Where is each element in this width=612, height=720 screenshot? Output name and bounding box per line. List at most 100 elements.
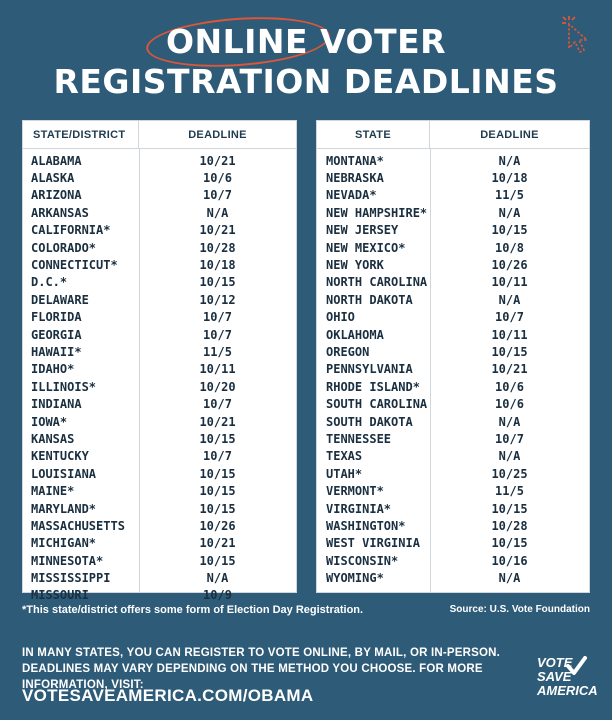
state-name: CALIFORNIA* — [31, 223, 111, 238]
page-title-line2: REGISTRATION DEADLINES — [53, 62, 559, 101]
state-name: NORTH CAROLINA — [326, 275, 428, 290]
state-name: MISSOURI — [31, 588, 89, 603]
info-text: IN MANY STATES, YOU CAN REGISTER TO VOTE… — [22, 647, 501, 691]
table-row: OREGON 10/15 — [317, 343, 589, 360]
state-name: UTAH* — [326, 466, 363, 481]
deadline-date: 10/16 — [491, 553, 528, 568]
state-name: LOUISIANA — [31, 466, 97, 481]
state-name: MAINE* — [31, 484, 75, 499]
deadline-date: 10/21 — [199, 223, 236, 238]
state-name: TENNESSEE — [326, 431, 392, 446]
table-row: ILLINOIS* 10/20 — [23, 378, 296, 395]
deadline-date: 10/15 — [199, 466, 236, 481]
cursor-click-icon — [562, 16, 590, 54]
table-row: IDAHO* 10/11 — [23, 361, 296, 378]
table-row: NEVADA* 11/5 — [317, 187, 589, 204]
state-name: WASHINGTON* — [326, 518, 406, 533]
table-row: KENTUCKY 10/7 — [23, 448, 296, 465]
deadline-date: 10/11 — [491, 275, 528, 290]
state-name: ARIZONA — [31, 188, 82, 203]
deadline-date: N/A — [498, 571, 521, 586]
state-name: IOWA* — [31, 414, 68, 429]
table-row: WYOMING* N/A — [317, 569, 589, 586]
state-name: MISSISSIPPI — [31, 571, 111, 586]
table-row: PENNSYLVANIA 10/21 — [317, 361, 589, 378]
deadline-date: 11/5 — [495, 484, 524, 499]
deadline-date: 10/6 — [495, 397, 524, 412]
deadline-date: 10/12 — [199, 292, 236, 307]
deadline-date: 10/15 — [199, 553, 236, 568]
page-title-line1: ONLINE VOTER — [165, 22, 447, 61]
state-name: OHIO — [326, 310, 355, 325]
deadline-date: 10/7 — [203, 188, 232, 203]
state-name: NEW YORK — [326, 258, 384, 273]
deadline-date: 10/7 — [203, 327, 232, 342]
state-name: MONTANA* — [326, 153, 384, 168]
deadline-date: 10/15 — [199, 431, 236, 446]
deadline-date: 10/8 — [495, 240, 524, 255]
state-name: MINNESOTA* — [31, 553, 104, 568]
table-header: STATE DEADLINE — [317, 121, 589, 149]
deadline-date: 10/7 — [203, 397, 232, 412]
right-deadline-table: STATE DEADLINE MONTANA* N/A NEBRASKA 10/18 N… — [316, 120, 590, 593]
state-name: WISCONSIN* — [326, 553, 399, 568]
table-row: NORTH DAKOTA N/A — [317, 291, 589, 308]
deadline-date: N/A — [206, 571, 229, 586]
deadline-date: 11/5 — [203, 344, 232, 359]
deadline-date: 10/7 — [495, 310, 524, 325]
table-row: MISSISSIPPI N/A — [23, 569, 296, 586]
table-body: ALABAMA 10/21 ALASKA 10/6 ARIZONA 10/7 ARKANSA… — [23, 149, 296, 604]
table-row: FLORIDA 10/7 — [23, 309, 296, 326]
state-name: NORTH DAKOTA — [326, 292, 413, 307]
deadline-date: 10/18 — [199, 258, 236, 273]
table-row: SOUTH CAROLINA 10/6 — [317, 395, 589, 412]
table-row: MICHIGAN* 10/21 — [23, 535, 296, 552]
state-name: VIRGINIA* — [326, 501, 392, 516]
table-row: ALASKA 10/6 — [23, 169, 296, 186]
table-body: MONTANA* N/A NEBRASKA 10/18 NEVADA* 11/5 NEW H… — [317, 149, 589, 587]
deadline-date: N/A — [498, 414, 521, 429]
table-row: TENNESSEE 10/7 — [317, 430, 589, 447]
checkmark-icon — [566, 656, 587, 675]
deadline-date: 10/26 — [491, 258, 528, 273]
deadline-date: N/A — [498, 292, 521, 307]
deadline-date: 10/21 — [199, 414, 236, 429]
table-row: ALABAMA 10/21 — [23, 152, 296, 169]
state-name: KENTUCKY — [31, 449, 89, 464]
table-row: NEW MEXICO* 10/8 — [317, 239, 589, 256]
state-name: CONNECTICUT* — [31, 258, 118, 273]
deadline-date: N/A — [498, 449, 521, 464]
deadline-date: 10/7 — [495, 431, 524, 446]
state-name: NEW HAMPSHIRE* — [326, 205, 428, 220]
state-name: KANSAS — [31, 431, 75, 446]
table-row: WISCONSIN* 10/16 — [317, 552, 589, 569]
table-row: MARYLAND* 10/15 — [23, 500, 296, 517]
table-row: D.C.* 10/15 — [23, 274, 296, 291]
table-row: MASSACHUSETTS 10/26 — [23, 517, 296, 534]
column-header-state: STATE — [317, 121, 430, 148]
table-row: CALIFORNIA* 10/21 — [23, 222, 296, 239]
column-header-state: STATE/DISTRICT — [23, 121, 139, 148]
table-row: OHIO 10/7 — [317, 309, 589, 326]
column-header-deadline: DEADLINE — [188, 128, 247, 141]
state-name: TEXAS — [326, 449, 363, 464]
state-name: ARKANSAS — [31, 205, 89, 220]
state-name: WYOMING* — [326, 571, 384, 586]
table-row: COLORADO* 10/28 — [23, 239, 296, 256]
state-name: SOUTH CAROLINA — [326, 397, 428, 412]
table-row: MAINE* 10/15 — [23, 482, 296, 499]
logo-line2: SAVE — [537, 669, 572, 684]
state-name: DELAWARE — [31, 292, 89, 307]
table-row: NEW HAMPSHIRE* N/A — [317, 204, 589, 221]
table-row: RHODE ISLAND* 10/6 — [317, 378, 589, 395]
state-name: HAWAII* — [31, 344, 82, 359]
table-row: ARIZONA 10/7 — [23, 187, 296, 204]
deadline-date: 10/15 — [491, 501, 528, 516]
state-name: NEBRASKA — [326, 171, 384, 186]
column-header-deadline: DEADLINE — [480, 128, 539, 141]
table-row: NEW YORK 10/26 — [317, 256, 589, 273]
state-name: WEST VIRGINIA — [326, 536, 420, 551]
logo-line3: AMERICA — [537, 683, 598, 698]
source-credit: Source: U.S. Vote Foundation — [449, 604, 590, 615]
deadline-date: 10/21 — [491, 362, 528, 377]
